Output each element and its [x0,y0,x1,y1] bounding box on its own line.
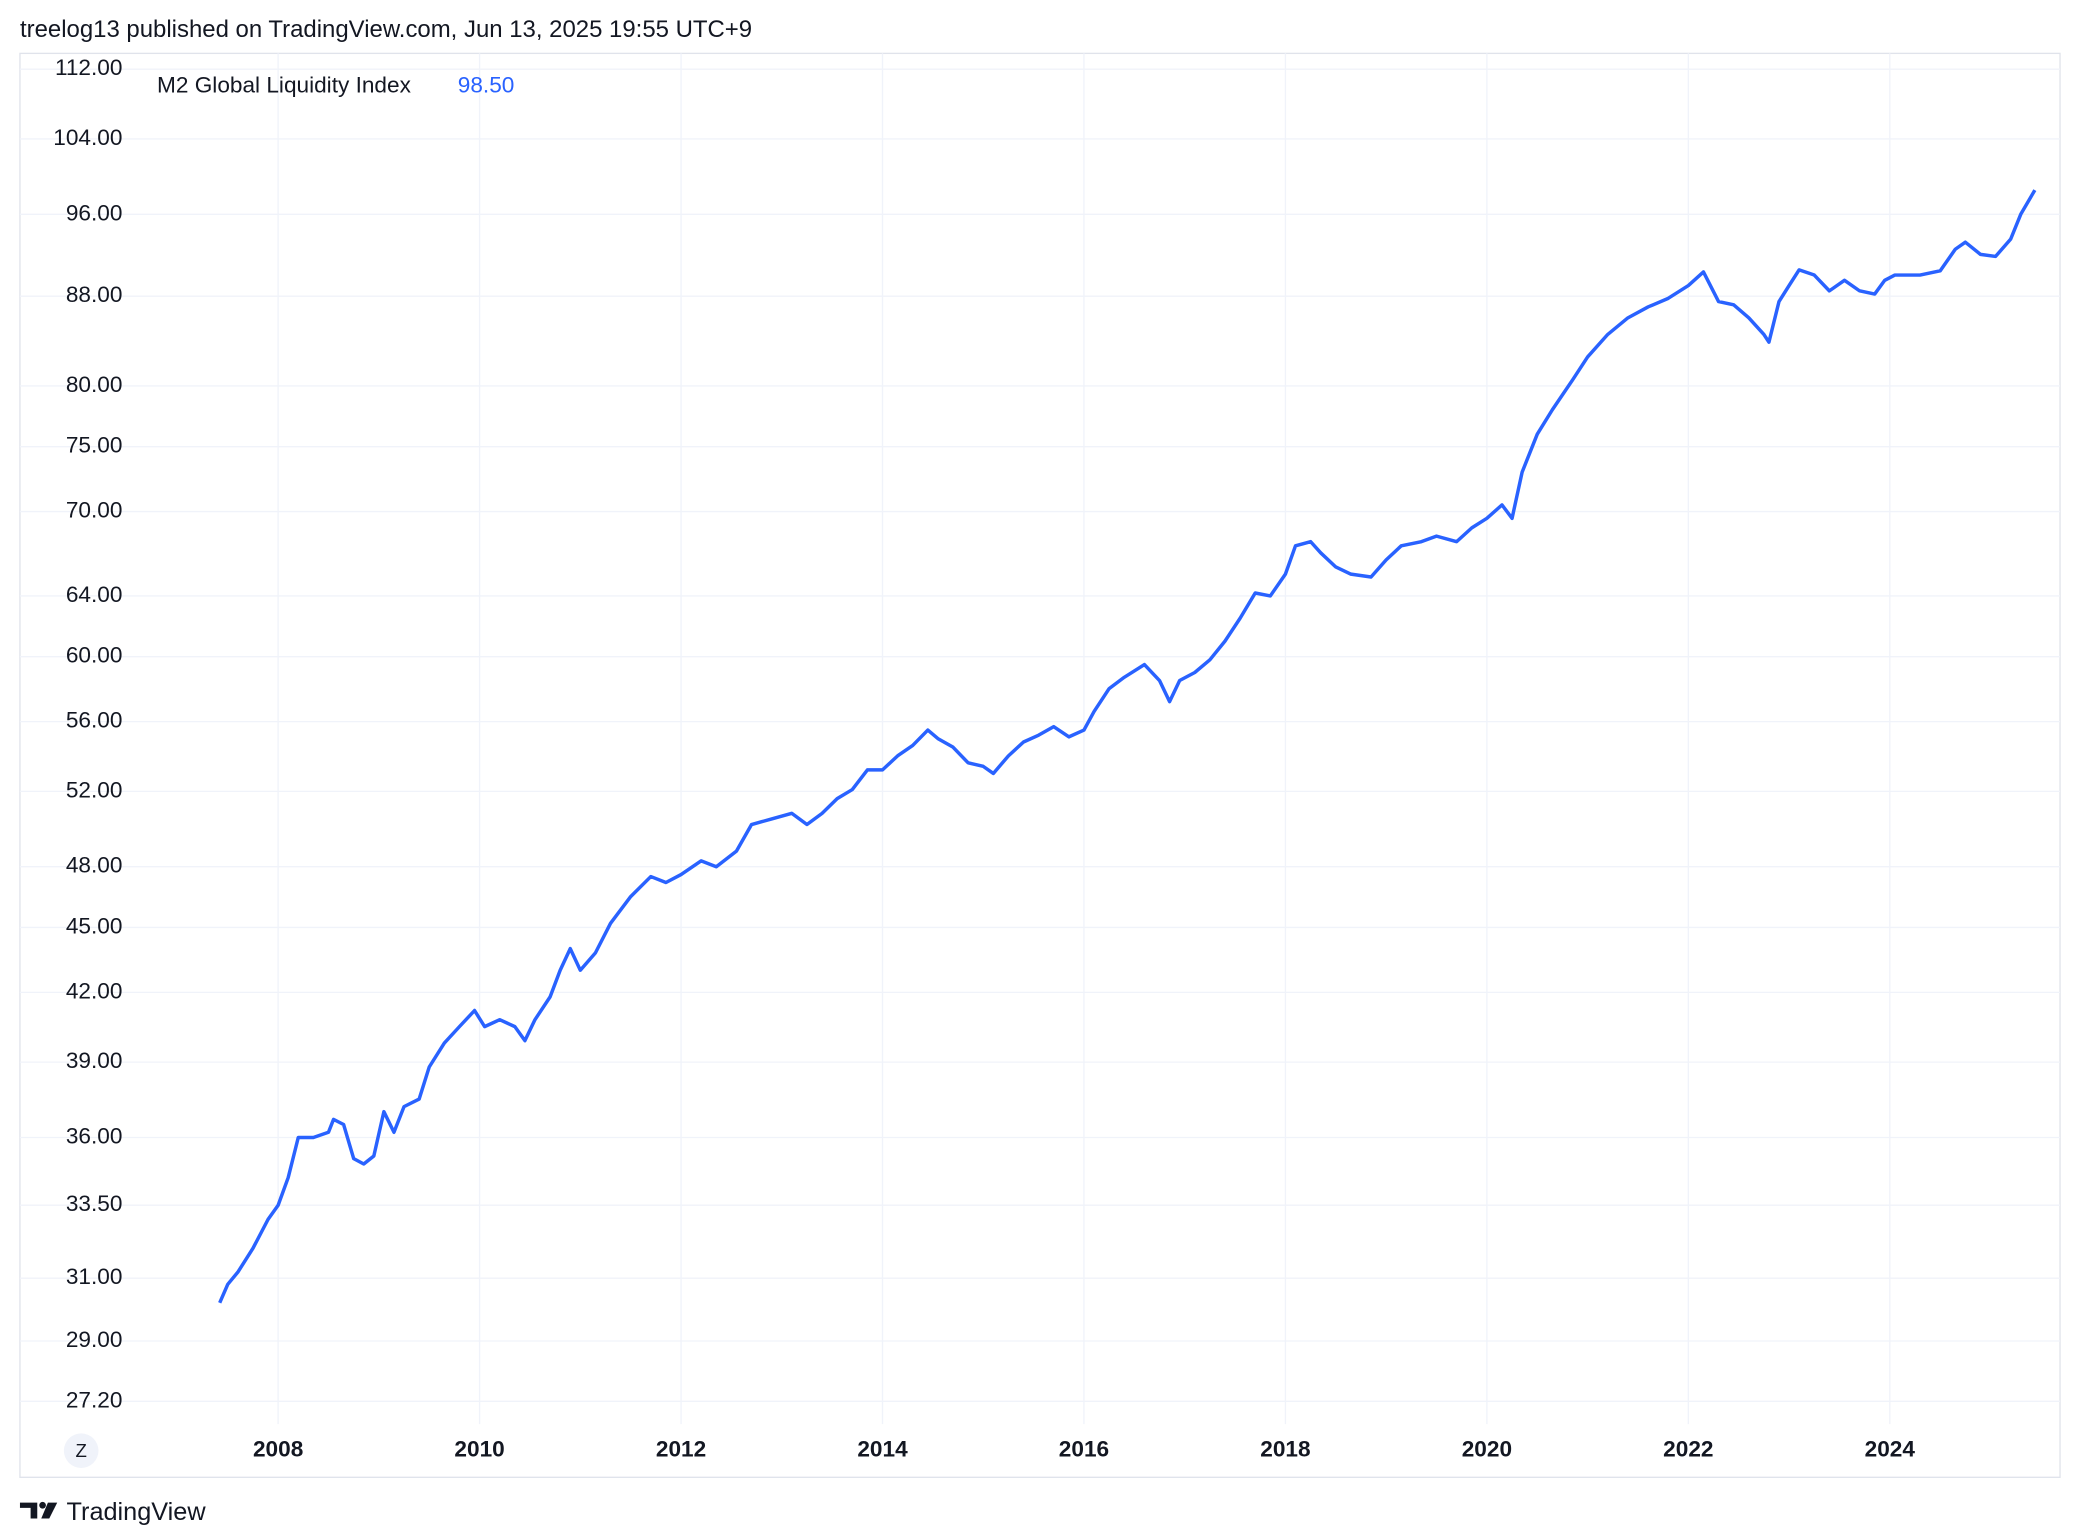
logo [19,1501,58,1519]
x-tick-label: 2022 [1663,1437,1713,1462]
y-tick-label: 70.00 [66,498,123,523]
y-tick-label: 64.00 [66,582,123,607]
x-tick-label: 2012 [656,1437,706,1462]
y-tick-label: 45.00 [66,913,123,938]
y-tick-label: 96.00 [66,200,123,225]
y-tick-label: 29.00 [66,1327,123,1352]
footer: TradingView [67,1498,207,1526]
chart-frame [19,52,2061,1478]
x-tick-label: 2018 [1260,1437,1310,1462]
y-tick-label: 80.00 [66,372,123,397]
y-tick-label: 60.00 [66,643,123,668]
y-tick-label: 104.00 [53,125,122,150]
legend-label: M2 Global Liquidity Index [157,73,412,98]
header: treelog13 published on TradingView.com, … [20,16,752,43]
y-tick-label: 56.00 [66,708,123,733]
y-tick-label: 36.00 [66,1123,123,1148]
x-tick-label: 2008 [253,1437,303,1462]
y-tick-label: 33.50 [66,1191,123,1216]
x-tick-label: 2010 [454,1437,504,1462]
x-tick-label: 2014 [857,1437,908,1462]
y-tick-label: 88.00 [66,282,123,307]
grid: 112.00 104.00 96.00 88.00 80.00 75.00 70.00 64.… [19,53,2061,1462]
y-tick-label: 31.00 [66,1264,123,1289]
x-tick-label: 2024 [1865,1437,1916,1462]
zoom-label[interactable]: Z [75,1440,86,1461]
plot [218,189,2037,1304]
y-tick-label: 48.00 [66,853,123,878]
line-series [218,189,2037,1304]
y-tick-label: 112.00 [55,55,122,80]
x-tick-label: 2020 [1462,1437,1512,1462]
y-tick-label: 42.00 [66,978,123,1003]
y-tick-label: 52.00 [66,777,123,802]
y-tick-label: 75.00 [66,433,123,458]
y-tick-label: 27.20 [66,1387,123,1412]
x-tick-label: 2016 [1059,1437,1109,1462]
y-tick-label: 39.00 [66,1048,123,1073]
zoom-button[interactable] [63,1433,99,1468]
legend-value: 98.50 [458,73,515,98]
